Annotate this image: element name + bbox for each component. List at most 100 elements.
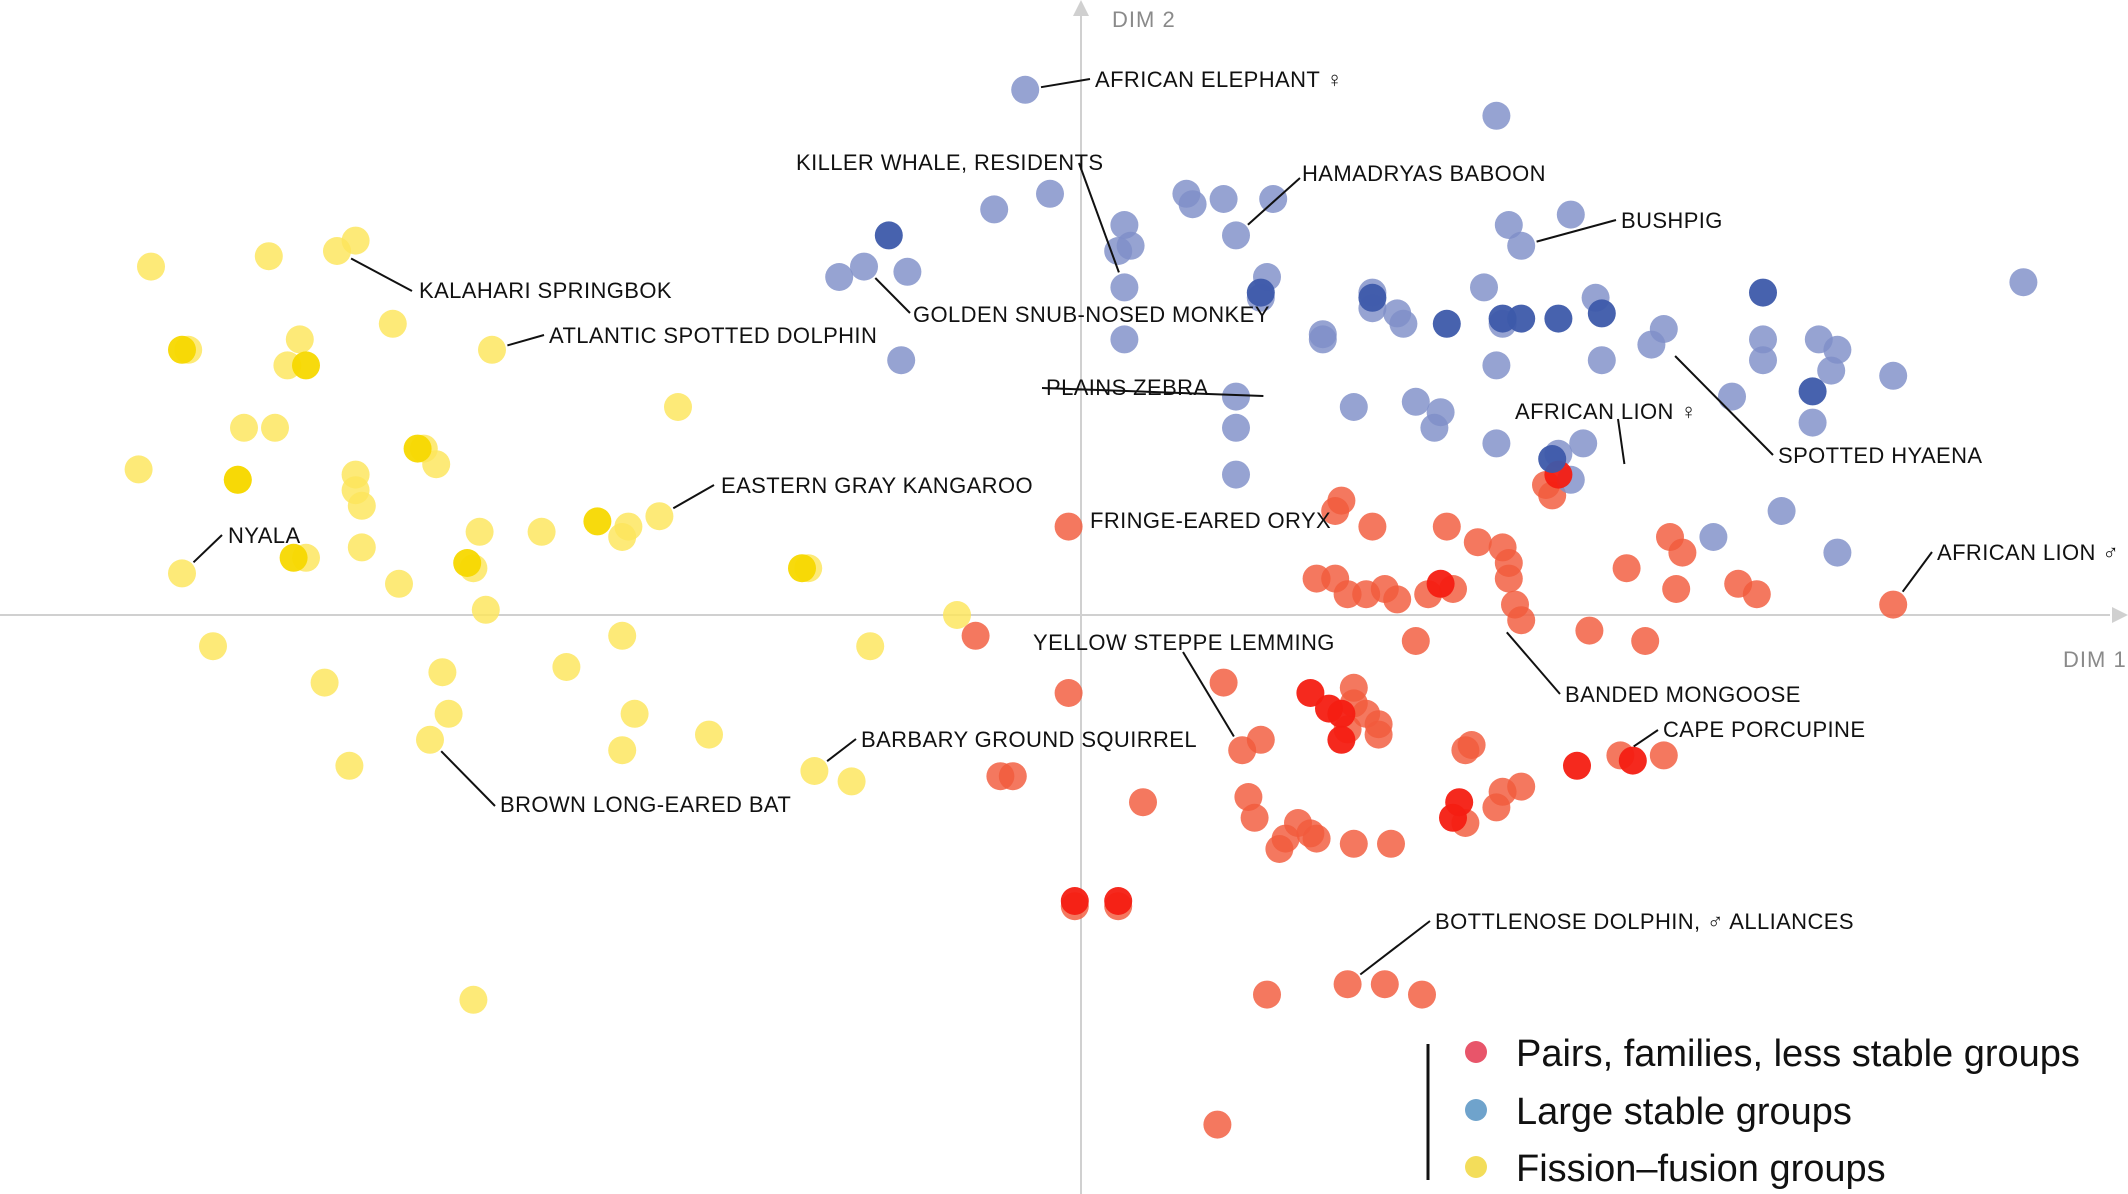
data-point: [608, 736, 637, 765]
data-point: [1823, 538, 1852, 567]
data-point: [285, 325, 314, 354]
data-point: [998, 762, 1027, 791]
annotation-label: NYALA: [228, 523, 301, 548]
data-point: [1426, 569, 1455, 598]
data-point: [1649, 315, 1678, 343]
data-point: [1209, 185, 1238, 213]
data-point: [1104, 237, 1133, 265]
annotation-label: YELLOW STEPPE LEMMING: [1033, 630, 1335, 655]
annotation-leader-line: [1674, 355, 1774, 456]
annotation-leader-line: [1040, 78, 1091, 89]
data-point: [887, 346, 916, 375]
data-point: [1246, 278, 1275, 307]
data-point: [1203, 1110, 1232, 1139]
data-point: [1253, 980, 1281, 1009]
data-point: [199, 632, 227, 661]
annotation-label: AFRICAN LION ♀: [1515, 399, 1697, 424]
data-point: [1222, 460, 1250, 489]
data-point: [310, 668, 339, 697]
data-point: [1749, 278, 1777, 307]
data-point: [1036, 179, 1064, 208]
data-point: [1767, 497, 1796, 525]
data-point: [1544, 304, 1573, 333]
data-point: [583, 507, 612, 536]
data-point: [645, 502, 674, 531]
annotation-label: CAPE PORCUPINE: [1663, 717, 1865, 742]
data-point: [434, 699, 463, 728]
legend-label-large: Large stable groups: [1516, 1091, 1852, 1133]
data-point: [292, 351, 320, 380]
data-point: [1358, 283, 1387, 312]
data-point: [1742, 580, 1771, 609]
data-point: [527, 517, 556, 546]
data-point: [347, 533, 376, 562]
data-point: [1339, 393, 1368, 421]
data-point: [1129, 788, 1157, 817]
data-point: [664, 393, 692, 421]
data-point: [335, 751, 364, 780]
data-point: [1668, 538, 1697, 567]
x-axis-label: DIM 1: [2063, 647, 2127, 672]
data-point: [261, 413, 289, 442]
annotation-leader-line: [1506, 631, 1561, 695]
data-point: [1327, 699, 1356, 728]
annotation-label: FRINGE-EARED ORYX: [1090, 508, 1331, 533]
data-point: [1302, 824, 1331, 853]
annotation-label: KALAHARI SPRINGBOK: [419, 278, 672, 303]
data-point: [1401, 627, 1430, 655]
data-point: [1383, 585, 1412, 614]
annotation-labels: AFRICAN ELEPHANT ♀ KILLER WHALE, RESIDEN…: [228, 67, 2119, 934]
data-point: [788, 554, 816, 583]
annotation-leader-line: [1247, 177, 1301, 226]
data-point: [230, 413, 258, 442]
data-point: [943, 601, 971, 629]
data-point: [1339, 673, 1368, 702]
data-point: [874, 221, 903, 250]
annotation-label: AFRICAN LION ♂: [1937, 540, 2119, 565]
data-point: [1538, 445, 1567, 473]
data-point: [1222, 382, 1250, 411]
x-axis-arrow: [2112, 607, 2128, 623]
data-point: [347, 491, 376, 520]
data-point: [1339, 829, 1368, 858]
data-point: [552, 653, 581, 681]
data-point: [1246, 725, 1275, 754]
annotation-leader-line: [1633, 729, 1659, 748]
data-point: [124, 455, 153, 484]
data-point: [980, 195, 1009, 224]
data-point: [1011, 75, 1040, 104]
data-point: [1327, 486, 1356, 515]
data-point: [1104, 887, 1133, 915]
annotation-leader-line: [1041, 387, 1264, 397]
annotation-label: BUSHPIG: [1621, 208, 1723, 233]
data-point: [1749, 346, 1777, 375]
annotation-label: GOLDEN SNUB-NOSED MONKEY: [913, 302, 1270, 327]
data-point: [608, 621, 637, 650]
data-point: [1420, 413, 1449, 442]
data-point: [1879, 361, 1908, 390]
legend-swatch-fission: [1465, 1156, 1487, 1178]
data-point: [850, 252, 878, 281]
data-point: [1358, 512, 1387, 541]
data-point: [1457, 731, 1486, 759]
data-point: [428, 658, 457, 687]
data-point: [137, 252, 165, 281]
data-point: [1445, 788, 1474, 817]
annotation-leader-line: [1617, 418, 1626, 465]
data-point: [385, 569, 413, 598]
data-point: [1110, 273, 1139, 302]
data-point: [1432, 309, 1461, 338]
data-point: [416, 725, 444, 754]
leader-layer: [192, 78, 1933, 976]
data-point: [608, 523, 637, 551]
data-point: [168, 335, 196, 364]
data-point: [459, 985, 488, 1014]
data-point: [478, 335, 506, 364]
data-point: [1432, 512, 1461, 541]
annotation-label: BOTTLENOSE DOLPHIN, ♂ ALLIANCES: [1435, 909, 1854, 934]
data-point: [1879, 590, 1908, 619]
data-point: [341, 226, 370, 255]
y-axis-arrow: [1073, 0, 1089, 16]
data-point: [2009, 268, 2038, 297]
